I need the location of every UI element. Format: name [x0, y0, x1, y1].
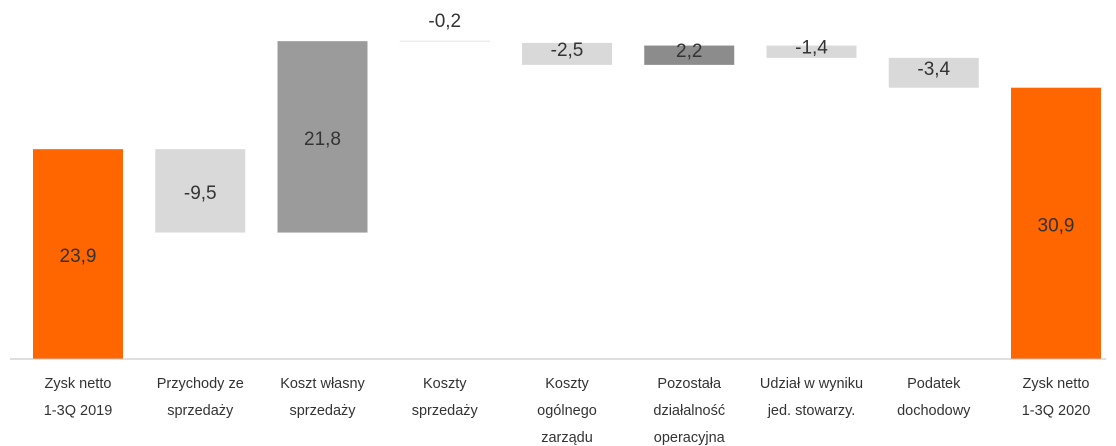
category-label-0-0: Zysk netto: [45, 376, 112, 392]
category-label-8-1: 1-3Q 2020: [1022, 403, 1091, 419]
category-label-5-0: Pozostała: [657, 376, 722, 392]
category-label-2-0: Koszt własny: [280, 376, 365, 392]
bar-5: [644, 45, 735, 65]
category-labels-group: Zysk netto 1-3Q 2019 Przychody ze sprzedaży…: [44, 376, 1091, 446]
value-label-3: -0,2: [428, 11, 461, 32]
category-label-4-0: Koszty: [545, 376, 589, 392]
category-label-8-0: Zysk netto: [1023, 376, 1090, 392]
category-label-1-0: Przychody ze: [157, 376, 244, 392]
category-label-3-0: Koszty: [423, 376, 467, 392]
bars-group: [33, 40, 1101, 359]
value-label-4: -2,5: [551, 40, 584, 61]
category-label-1-1: sprzedaży: [167, 403, 234, 419]
bar-8: [1011, 87, 1101, 359]
value-label-6: -1,4: [795, 38, 828, 59]
category-label-6-0: Udział w wyniku: [760, 376, 863, 392]
category-label-5-2: operacyjna: [654, 430, 726, 446]
bar-6: [766, 45, 857, 58]
value-label-1: -9,5: [184, 183, 217, 204]
bar-0: [33, 149, 123, 359]
category-label-5-1: działalność: [653, 403, 725, 419]
category-label-2-1: sprzedaży: [289, 403, 356, 419]
value-label-2: 21,8: [304, 129, 341, 150]
bar-7: [888, 57, 979, 88]
bar-1: [155, 149, 246, 233]
category-label-4-1: ogólnego: [537, 403, 597, 419]
category-label-0-1: 1-3Q 2019: [44, 403, 113, 419]
category-label-7-1: dochodowy: [897, 403, 971, 419]
category-label-3-1: sprzedaży: [412, 403, 479, 419]
bar-2: [277, 41, 368, 233]
category-label-6-1: jed. stowarzy.: [767, 403, 856, 419]
value-label-0: 23,9: [60, 246, 97, 267]
category-label-7-0: Podatek: [907, 376, 961, 392]
value-labels-group: 23,9 -9,5 21,8 -0,2 -2,5 2,2 -1,4 -3,4 30,9: [60, 11, 1075, 267]
value-label-8: 30,9: [1038, 215, 1075, 236]
value-label-5: 2,2: [676, 41, 702, 62]
value-label-7: -3,4: [917, 59, 950, 80]
bar-4: [522, 42, 612, 65]
category-label-4-2: zarządu: [541, 430, 593, 446]
